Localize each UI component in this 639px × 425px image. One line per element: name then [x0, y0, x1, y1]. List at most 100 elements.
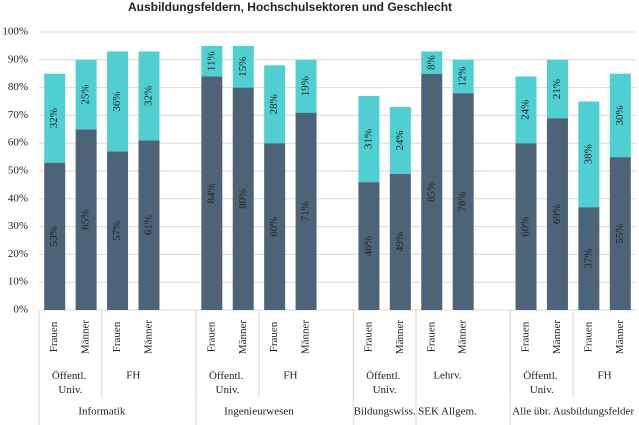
value-label: 15%: [237, 57, 249, 77]
value-label: 49%: [394, 232, 406, 252]
bar-segment: [578, 207, 600, 310]
value-label: 36%: [111, 91, 123, 111]
bar-segment: [232, 87, 254, 310]
bar-segment: [232, 45, 254, 88]
value-label: 8%: [425, 55, 437, 70]
value-label: 61%: [143, 215, 155, 235]
bar-segment: [201, 45, 223, 77]
value-label: 30%: [614, 105, 626, 125]
value-label: 85%: [425, 182, 437, 202]
field-label: Informatik: [78, 406, 126, 418]
bar-segment: [421, 73, 443, 310]
x-tick-label: Frauen: [111, 321, 123, 352]
bar-segment: [44, 73, 66, 163]
sector-label: FH: [283, 370, 297, 382]
bar-segment: [452, 93, 474, 310]
bar-segment: [546, 118, 568, 311]
bar-segment: [295, 59, 317, 113]
x-tick-label: Männer: [394, 320, 406, 355]
bar-segment: [295, 112, 317, 311]
x-tick-label: Frauen: [582, 321, 594, 352]
bar-segment: [264, 65, 286, 144]
bar-segment: [389, 107, 411, 174]
value-label: 69%: [551, 204, 563, 224]
value-label: 60%: [268, 217, 280, 237]
y-tick-label: 80%: [8, 81, 28, 93]
bar-segment: [358, 182, 380, 310]
value-label: 24%: [520, 100, 532, 120]
x-tick-label: Männer: [300, 320, 312, 355]
field-label: SEK Allgem.: [418, 406, 477, 418]
x-tick-label: Frauen: [362, 321, 374, 352]
value-label: 38%: [582, 144, 594, 164]
bar-segment: [421, 51, 443, 74]
field-label: Alle übr. Ausbildungsfelder: [512, 406, 634, 418]
x-tick-label: Frauen: [520, 321, 532, 352]
sector-label: Öffentl. Univ.: [523, 370, 560, 396]
x-tick-label: Männer: [457, 320, 469, 355]
x-tick-label: Männer: [237, 320, 249, 355]
x-tick-label: Männer: [551, 320, 563, 355]
y-tick-label: 60%: [8, 137, 28, 149]
value-label: 32%: [48, 108, 60, 128]
value-label: 57%: [111, 221, 123, 241]
y-tick-label: 0%: [13, 304, 28, 316]
bar-segment: [201, 76, 223, 310]
x-tick-label: Männer: [614, 320, 626, 355]
bar-segment: [609, 157, 631, 310]
bar-segment: [389, 173, 411, 310]
bar-segment: [578, 101, 600, 208]
bar-segment: [264, 143, 286, 310]
x-tick-label: Männer: [143, 320, 155, 355]
chart-title: Ausbildungsfeldern, Hochschulsektoren un…: [128, 0, 452, 14]
x-tick-label: Männer: [80, 320, 92, 355]
y-tick-label: 40%: [8, 192, 28, 204]
value-label: 60%: [520, 217, 532, 237]
bar-segment: [358, 95, 380, 183]
x-tick-label: Frauen: [425, 321, 437, 352]
x-tick-label: Frauen: [205, 321, 217, 352]
value-label: 21%: [551, 79, 563, 99]
y-tick-label: 100%: [2, 26, 28, 38]
y-tick-label: 10%: [8, 276, 28, 288]
bar-segment: [452, 59, 474, 94]
sector-label: FH: [126, 370, 140, 382]
bar-segment: [609, 73, 631, 158]
bar-segment: [75, 129, 97, 310]
bar-segment: [138, 51, 160, 141]
value-label: 25%: [80, 84, 92, 104]
y-tick-label: 30%: [8, 220, 28, 232]
bar-segment: [107, 51, 129, 152]
field-label: Bildungswiss.: [354, 406, 416, 418]
value-label: 46%: [362, 236, 374, 256]
value-label: 32%: [143, 86, 155, 106]
value-label: 28%: [268, 94, 280, 114]
value-label: 78%: [457, 191, 469, 211]
value-label: 12%: [457, 66, 469, 86]
x-tick-label: Frauen: [268, 321, 280, 352]
value-label: 55%: [614, 223, 626, 243]
sector-label: Öffentl. Univ.: [52, 370, 89, 396]
value-label: 19%: [300, 76, 312, 96]
y-tick-label: 70%: [8, 109, 28, 121]
bar-segment: [107, 151, 129, 310]
value-label: 65%: [80, 210, 92, 230]
bar-segment: [515, 143, 537, 310]
value-label: 31%: [362, 129, 374, 149]
y-tick-label: 50%: [8, 165, 28, 177]
sector-label: Öffentl. Univ.: [366, 370, 403, 396]
bar-segment: [44, 162, 66, 310]
bar-segment: [546, 59, 568, 119]
value-label: 84%: [205, 183, 217, 203]
value-label: 37%: [582, 248, 594, 268]
bar-segment: [75, 59, 97, 130]
value-label: 71%: [300, 201, 312, 221]
value-label: 53%: [48, 226, 60, 246]
sector-label: Öffentl. Univ.: [209, 370, 246, 396]
value-label: 80%: [237, 189, 249, 209]
field-label: Ingenieurwesen: [224, 406, 294, 418]
x-tick-label: Frauen: [48, 321, 60, 352]
sector-label: FH: [598, 370, 612, 382]
y-tick-label: 90%: [8, 53, 28, 65]
